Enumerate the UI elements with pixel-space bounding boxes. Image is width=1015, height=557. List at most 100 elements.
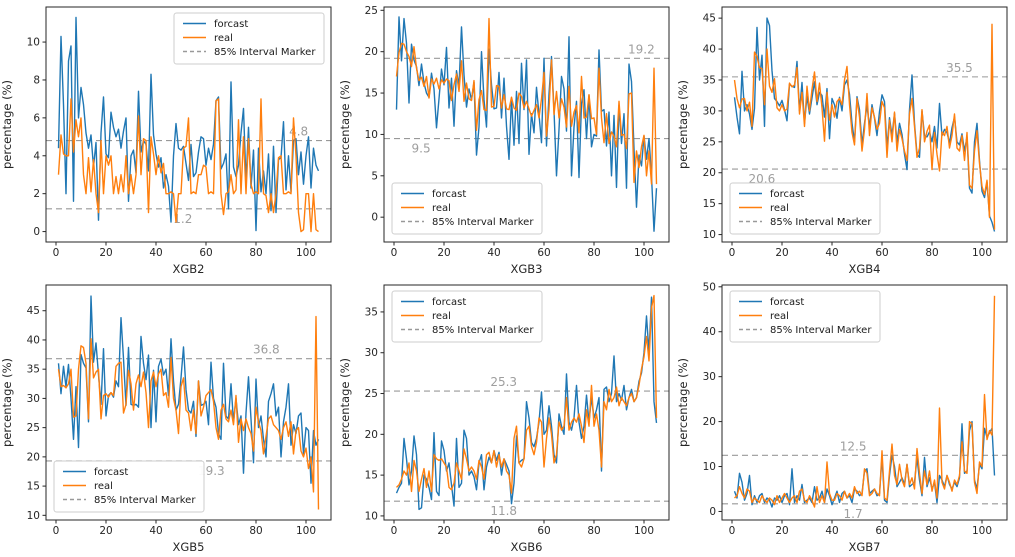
y-axis-tick-label: 25 bbox=[703, 136, 716, 148]
y-axis-tick-label: 2 bbox=[33, 188, 40, 200]
subplot-xgb7: 0 20 40 60 80 100 0 10 20 30 40 50 12.5 1.7 XGB7 percen… bbox=[676, 281, 1008, 554]
y-axis-tick-label: 15 bbox=[27, 481, 40, 493]
axes-frame bbox=[721, 284, 1008, 521]
x-axis-tick-label: 40 bbox=[487, 247, 500, 259]
legend-interval-marker-label: 85% Interval Marker bbox=[94, 495, 196, 506]
legend-interval-marker-label: 85% Interval Marker bbox=[432, 325, 534, 336]
legend: forcast real 85% Interval Marker bbox=[729, 290, 881, 343]
y-axis-tick-label: 10 bbox=[703, 461, 716, 473]
y-axis-tick-label: 50 bbox=[703, 281, 716, 293]
real-line bbox=[57, 315, 320, 510]
legend-forecast-label: forcast bbox=[432, 297, 466, 308]
y-axis-label: percentage (%) bbox=[0, 358, 14, 447]
chart-xgb3: 0 20 40 60 80 100 0 5 10 15 20 25 19.2 9.5 XGB3 percent… bbox=[338, 0, 676, 278]
y-axis-tick-label: 30 bbox=[703, 371, 716, 383]
y-axis-tick-label: 0 bbox=[709, 506, 716, 518]
y-axis-tick-label: 0 bbox=[33, 226, 40, 238]
y-axis-tick-label: 5 bbox=[371, 170, 378, 182]
real-line bbox=[396, 294, 658, 494]
y-axis-tick-label: 20 bbox=[27, 451, 40, 463]
y-axis-tick-label: 25 bbox=[27, 422, 40, 434]
y-axis-tick-label: 30 bbox=[703, 105, 716, 117]
x-axis-label: XGB4 bbox=[849, 262, 881, 276]
forecast-line bbox=[57, 295, 320, 484]
legend-real-label: real bbox=[94, 481, 113, 492]
upper-marker-value: 19.2 bbox=[628, 42, 655, 56]
subplot-xgb4: 0 20 40 60 80 100101520253035404535.520.6XGB4… bbox=[676, 6, 1008, 276]
x-axis-tick-label: 60 bbox=[875, 525, 888, 537]
lower-marker-value: 9.5 bbox=[412, 142, 431, 156]
x-axis-tick-label: 60 bbox=[199, 525, 212, 537]
x-axis-tick-label: 0 bbox=[53, 525, 60, 537]
x-axis-tick-label: 100 bbox=[972, 525, 992, 537]
upper-marker-value: 36.8 bbox=[253, 343, 280, 357]
legend-forecast-label: forcast bbox=[94, 467, 128, 478]
chart-xgb6: 0 20 40 60 80 100 10 15 20 25 30 35 25.3 11.8 XGB6 perc… bbox=[338, 278, 676, 556]
forecast-line bbox=[57, 16, 320, 232]
legend-box bbox=[173, 12, 325, 65]
legend-forecast-label: forcast bbox=[432, 189, 466, 200]
subplot-xgb5: 0 20 40 60 80 100 10 15 20 25 30 35 40 45 36.8 19.3 XGB5… bbox=[0, 284, 332, 554]
x-axis-tick-label: 100 bbox=[972, 247, 992, 259]
real-line bbox=[734, 295, 996, 508]
y-axis-tick-label: 40 bbox=[27, 334, 40, 346]
y-axis-tick-label: 20 bbox=[703, 167, 716, 179]
upper-marker-value: 4.8 bbox=[289, 125, 308, 139]
y-axis-tick-label: 10 bbox=[27, 510, 40, 522]
forecast-line bbox=[733, 420, 996, 508]
subplot-xgb6: 0 20 40 60 80 100 10 15 20 25 30 35 25.3 11.8 XGB6 perc… bbox=[338, 284, 670, 554]
axes-frame bbox=[721, 6, 1008, 243]
legend: forcast real 85% Interval Marker bbox=[391, 290, 543, 343]
real-line bbox=[395, 17, 658, 185]
legend-interval-marker-label: 85% Interval Marker bbox=[770, 325, 872, 336]
lower-marker-value: 19.3 bbox=[198, 464, 225, 478]
legend-box bbox=[391, 182, 543, 235]
y-axis-tick-label: 10 bbox=[27, 37, 40, 49]
x-axis-tick-label: 20 bbox=[437, 525, 450, 537]
legend: forcast real 85% Interval Marker bbox=[53, 460, 205, 513]
y-axis-tick-label: 8 bbox=[33, 74, 40, 86]
y-axis-tick-label: 20 bbox=[703, 416, 716, 428]
x-axis-tick-label: 60 bbox=[199, 247, 212, 259]
y-axis-tick-label: 0 bbox=[371, 212, 378, 224]
x-axis-label: XGB3 bbox=[511, 262, 543, 276]
legend: forcast real 85% Interval Marker bbox=[391, 182, 543, 235]
x-axis-tick-label: 20 bbox=[775, 525, 788, 537]
y-axis-tick-label: 35 bbox=[365, 306, 378, 318]
x-axis-tick-label: 20 bbox=[99, 525, 112, 537]
legend-interval-marker-label: 85% Interval Marker bbox=[432, 217, 534, 228]
x-axis-tick-label: 0 bbox=[391, 247, 398, 259]
chart-xgb2: 0 20 40 60 80 100 0 2 4 6 8 10 4.8 1.2 XGB2 percentage … bbox=[0, 0, 338, 278]
y-axis-tick-label: 35 bbox=[703, 74, 716, 86]
legend-real-label: real bbox=[214, 33, 233, 44]
y-axis-tick-label: 10 bbox=[703, 229, 716, 241]
y-axis-tick-label: 20 bbox=[365, 46, 378, 58]
real-line bbox=[57, 98, 319, 233]
y-axis-label: percentage (%) bbox=[338, 358, 352, 447]
y-axis-tick-label: 15 bbox=[365, 470, 378, 482]
real-line bbox=[733, 23, 996, 230]
chart-xgb5: 0 20 40 60 80 100 10 15 20 25 30 35 40 45 36.8 19.3 XGB5… bbox=[0, 278, 338, 556]
y-axis-label: percentage (%) bbox=[0, 80, 14, 169]
legend-forecast-label: forcast bbox=[214, 19, 248, 30]
x-axis-label: XGB5 bbox=[173, 540, 205, 554]
x-axis-tick-label: 80 bbox=[925, 525, 938, 537]
upper-marker-value: 25.3 bbox=[490, 375, 517, 389]
x-axis-label: XGB7 bbox=[849, 540, 881, 554]
y-axis-tick-label: 6 bbox=[33, 112, 40, 124]
lower-marker-value: 1.7 bbox=[844, 507, 863, 521]
y-axis-tick-label: 10 bbox=[365, 129, 378, 141]
x-axis-tick-label: 20 bbox=[99, 247, 112, 259]
y-axis-tick-label: 40 bbox=[703, 44, 716, 56]
y-axis-tick-label: 15 bbox=[703, 198, 716, 210]
legend: forcast real 85% Interval Marker bbox=[173, 12, 325, 65]
x-axis-tick-label: 60 bbox=[537, 525, 550, 537]
legend-box bbox=[53, 460, 205, 513]
lower-marker-value: 1.2 bbox=[173, 212, 192, 226]
x-axis-tick-label: 20 bbox=[775, 247, 788, 259]
x-axis-tick-label: 80 bbox=[249, 247, 262, 259]
x-axis-tick-label: 40 bbox=[825, 247, 838, 259]
chart-xgb7: 0 20 40 60 80 100 0 10 20 30 40 50 12.5 1.7 XGB7 percen… bbox=[676, 278, 1014, 556]
x-axis-tick-label: 80 bbox=[925, 247, 938, 259]
legend-box bbox=[729, 290, 881, 343]
